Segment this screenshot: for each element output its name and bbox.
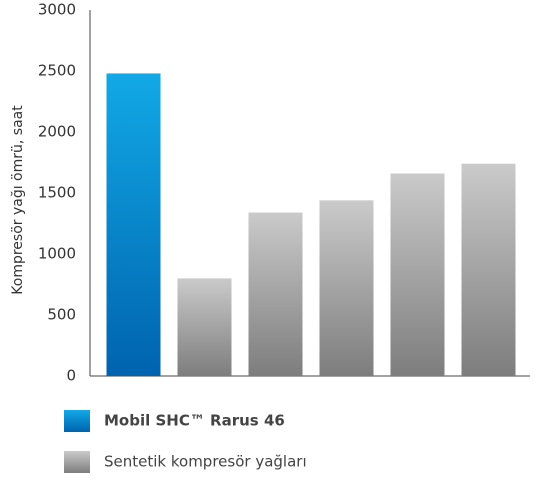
legend-label: Mobil SHC™ Rarus 46 [104, 412, 285, 430]
y-axis-label: Kompresör yağı ömrü, saat [10, 105, 26, 295]
legend-swatch [64, 451, 90, 473]
y-tick-label: 1500 [38, 184, 76, 202]
y-tick-label: 2000 [38, 123, 76, 141]
bar [461, 163, 516, 376]
y-tick-label: 1000 [38, 245, 76, 263]
y-tick-label: 500 [47, 306, 76, 324]
legend-swatch [64, 410, 90, 432]
y-tick-label: 3000 [38, 1, 76, 19]
bar [248, 212, 303, 376]
bar [106, 73, 161, 376]
bar [319, 200, 374, 376]
y-tick-label: 0 [66, 367, 76, 385]
bar [177, 278, 232, 376]
y-tick-label: 2500 [38, 62, 76, 80]
bar [390, 173, 445, 376]
legend-label: Sentetik kompresör yağları [104, 453, 307, 471]
